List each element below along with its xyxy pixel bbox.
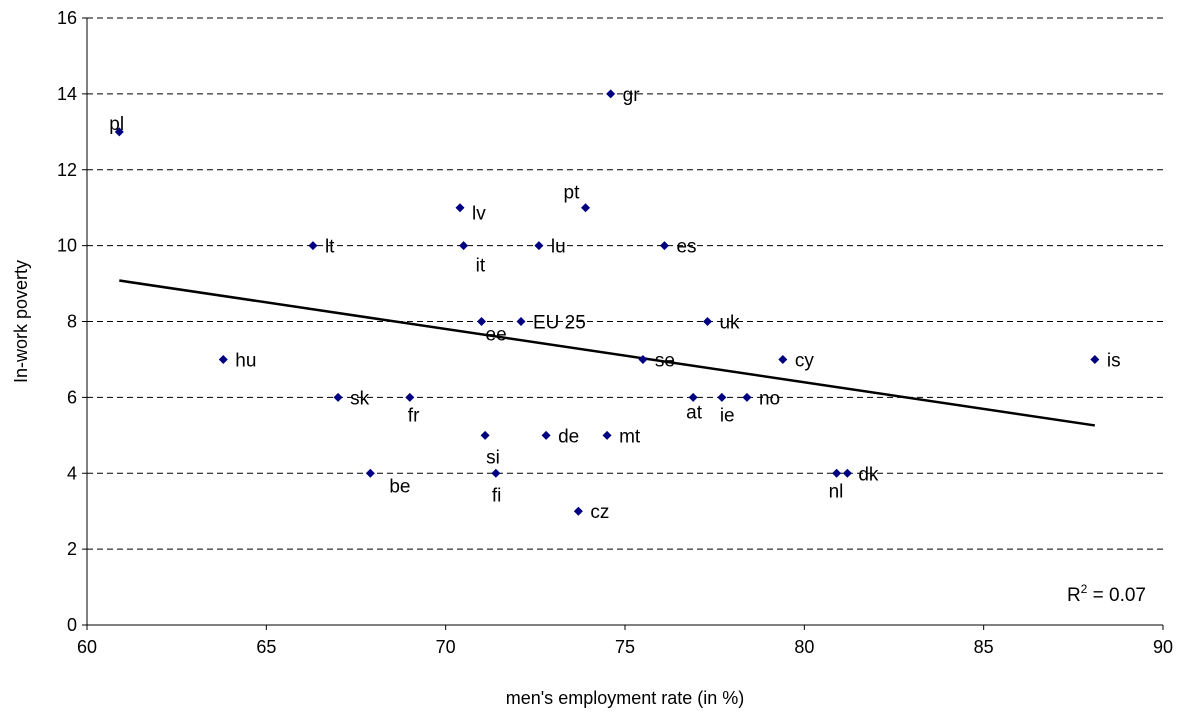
x-tick-label: 80: [794, 637, 814, 657]
data-label: de: [558, 426, 579, 447]
data-label: pl: [109, 114, 124, 135]
data-point: [541, 430, 551, 440]
y-axis-title: In-work poverty: [11, 260, 31, 383]
data-label: at: [686, 402, 703, 423]
data-point: [581, 203, 591, 213]
data-point: [405, 392, 415, 402]
data-label: is: [1107, 350, 1121, 371]
r-squared-annotation: R2 = 0.07: [1067, 582, 1146, 606]
data-point: [717, 392, 727, 402]
data-point: [842, 468, 852, 478]
r-squared-prefix: R: [1067, 585, 1081, 606]
data-point: [516, 317, 526, 326]
data-label: lt: [325, 237, 335, 258]
data-label: EU 25: [533, 313, 586, 334]
trendline-group: [119, 279, 1096, 427]
x-tick-label: 85: [974, 637, 994, 657]
data-point: [638, 354, 648, 364]
data-label: mt: [619, 426, 641, 447]
data-label: be: [389, 476, 410, 497]
data-point: [459, 241, 469, 251]
r-squared-sup: 2: [1081, 582, 1088, 596]
data-point: [534, 241, 544, 251]
r-squared-suffix: = 0.07: [1087, 585, 1146, 606]
y-tick-label: 10: [57, 236, 77, 256]
x-tick-label: 65: [256, 637, 276, 657]
data-point: [688, 392, 698, 402]
point-labels: pl gr lv pt lt it lu es ee EU 25 uk hu se cy is sk fr at i…: [109, 85, 1120, 523]
data-label: nl: [829, 481, 844, 502]
y-tick-label: 12: [57, 160, 77, 180]
y-tick-label: 6: [67, 387, 77, 407]
data-point: [778, 354, 788, 364]
y-tick-label: 8: [67, 312, 77, 332]
x-tick-label: 60: [77, 637, 97, 657]
data-point: [1090, 354, 1100, 364]
data-point: [365, 468, 375, 478]
data-label: es: [676, 237, 696, 258]
data-label: fr: [408, 405, 420, 426]
x-axis-title: men's employment rate (in %): [506, 688, 745, 708]
data-label: ee: [486, 325, 507, 346]
data-points: [114, 89, 1100, 516]
data-point: [114, 127, 124, 137]
y-tick-label: 14: [57, 84, 77, 104]
data-point: [491, 468, 501, 478]
data-label: cy: [795, 350, 815, 371]
data-point: [573, 506, 583, 516]
data-point: [742, 392, 752, 402]
data-label: fi: [492, 485, 502, 506]
data-label: no: [759, 388, 780, 409]
data-point: [333, 392, 343, 402]
y-tick-label: 0: [67, 615, 77, 635]
data-label: lu: [551, 237, 566, 258]
data-label: si: [486, 447, 500, 468]
data-point: [477, 317, 487, 326]
axes: [82, 17, 1164, 630]
data-label: cz: [590, 502, 609, 523]
x-tick-label: 70: [436, 637, 456, 657]
data-label: se: [655, 350, 675, 371]
data-label: pt: [564, 183, 581, 204]
data-point: [606, 89, 616, 99]
data-label: ie: [720, 405, 735, 426]
y-tick-label: 16: [57, 8, 77, 28]
data-label: hu: [235, 350, 256, 371]
data-label: uk: [719, 313, 740, 334]
data-label: lv: [472, 204, 486, 225]
data-point: [832, 468, 842, 478]
data-label: sk: [350, 388, 370, 409]
data-label: it: [476, 256, 486, 277]
tick-labels: 0 2 4 6 8 10 12 14 16 60 65 70 75 80 85 90: [57, 8, 1173, 657]
data-point: [602, 430, 612, 440]
data-label: dk: [858, 464, 879, 485]
data-label: gr: [623, 85, 641, 106]
data-point: [702, 317, 712, 326]
data-point: [308, 241, 318, 251]
trendline: [119, 279, 1096, 427]
y-tick-label: 4: [67, 463, 77, 483]
data-point: [455, 203, 465, 213]
data-point: [480, 430, 490, 440]
y-tick-label: 2: [67, 539, 77, 559]
data-point: [659, 241, 669, 251]
x-tick-label: 75: [615, 637, 635, 657]
data-point: [218, 354, 228, 364]
x-tick-label: 90: [1153, 637, 1173, 657]
